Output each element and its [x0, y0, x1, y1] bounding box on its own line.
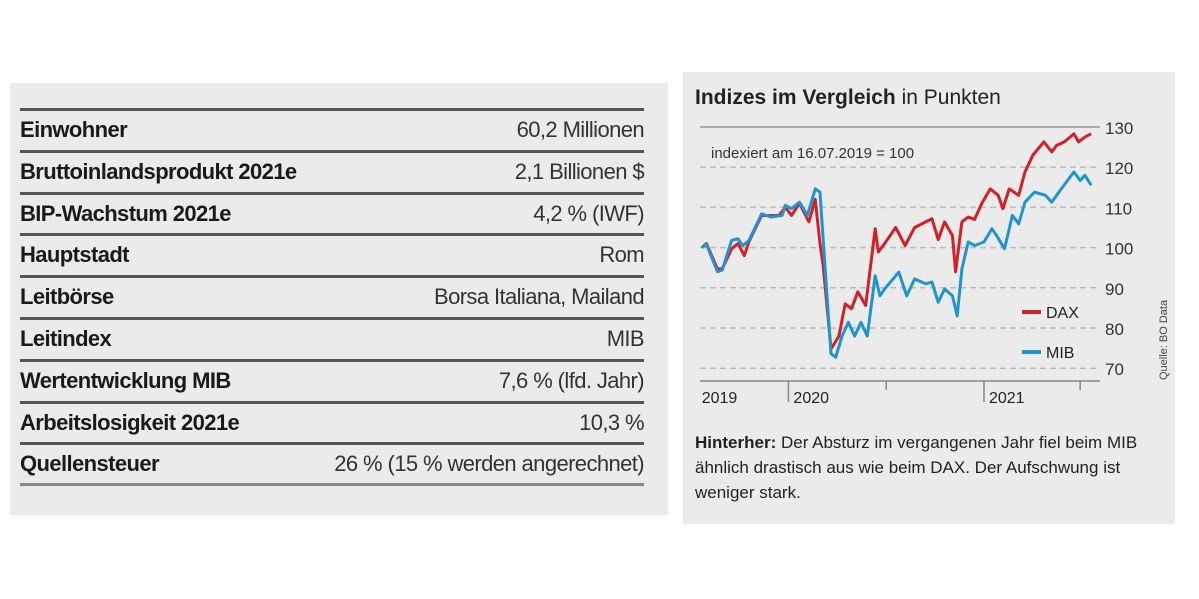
y-tick-label: 90 [1105, 280, 1124, 299]
table-row: Quellensteuer 26 % (15 % werden angerechn… [20, 442, 645, 483]
table-row: Leitbörse Borsa Italiana, Mailand [20, 275, 645, 316]
x-tick-label: 2019 [702, 390, 738, 407]
y-tick-label: 100 [1105, 240, 1133, 259]
y-tick-label: 130 [1105, 119, 1133, 138]
index-comparison-panel: Indizes im Vergleich in Punkten 70 80 90 10… [683, 72, 1175, 524]
table-row: BIP-Wachstum 2021e 4,2 % (IWF) [20, 191, 645, 233]
row-value: 4,2 % (IWF) [533, 200, 644, 226]
row-value: 2,1 Billionen $ [514, 158, 645, 184]
row-value: Borsa Italiana, Mailand [434, 284, 645, 310]
row-label: BIP-Wachstum 2021e [20, 200, 232, 226]
row-label: Wertentwicklung MIB [20, 367, 231, 393]
table-row: Hauptstadt Rom [20, 233, 645, 274]
row-value: MIB [606, 326, 645, 351]
row-label: Leitindex [20, 326, 112, 351]
row-label: Quellensteuer [20, 451, 160, 477]
row-value: Rom [599, 242, 644, 268]
y-tick-label: 110 [1105, 199, 1132, 218]
row-label: Arbeitslosigkeit 2021e [20, 409, 240, 435]
row-value: 10,3 % [579, 409, 645, 435]
row-value: 60,2 Millionen [516, 117, 645, 142]
table-row: Bruttoinlandsprodukt 2021e 2,1 Billionen … [20, 149, 645, 191]
y-tick-label: 120 [1105, 159, 1133, 178]
row-label: Leitbörse [20, 284, 114, 310]
row-value: 26 % (15 % werden angerechnet) [334, 451, 644, 477]
table-row: Einwohner 60,2 Millionen [20, 108, 645, 149]
table-row: Wertentwicklung MIB 7,6 % (lfd. Jahr) [20, 358, 645, 400]
x-tick-label: 2021 [989, 390, 1025, 407]
chart-caption: Hinterher: Der Absturz im vergangenen Ja… [695, 433, 1138, 502]
series-line-mib [700, 170, 1093, 359]
row-label: Bruttoinlandsprodukt 2021e [20, 158, 297, 184]
y-tick-label: 80 [1105, 320, 1124, 339]
series-line-dax [700, 132, 1092, 351]
table-row: Arbeitslosigkeit 2021e 10,3 % [20, 400, 645, 442]
chart-title: Indizes im Vergleich in Punkten [695, 86, 1001, 109]
x-tick-label: 2020 [793, 390, 829, 407]
legend-label: DAX [1046, 305, 1079, 322]
source-label: Quelle: BO Data [1158, 299, 1170, 380]
legend-label: MIB [1046, 345, 1074, 362]
line-chart: 70 80 90 100 110 120 130 2019 2020 2021 indexiert … [700, 119, 1170, 407]
country-facts-table: Einwohner 60,2 Millionen Bruttoinlandsprod… [10, 83, 668, 515]
table-row: Leitindex MIB [20, 317, 645, 358]
table-bottom-rule [20, 483, 644, 486]
chart-annotation: indexiert am 16.07.2019 = 100 [711, 145, 914, 162]
row-value: 7,6 % (lfd. Jahr) [498, 367, 645, 393]
row-label: Hauptstadt [20, 242, 129, 268]
row-label: Einwohner [20, 117, 128, 142]
y-tick-label: 70 [1105, 360, 1124, 379]
